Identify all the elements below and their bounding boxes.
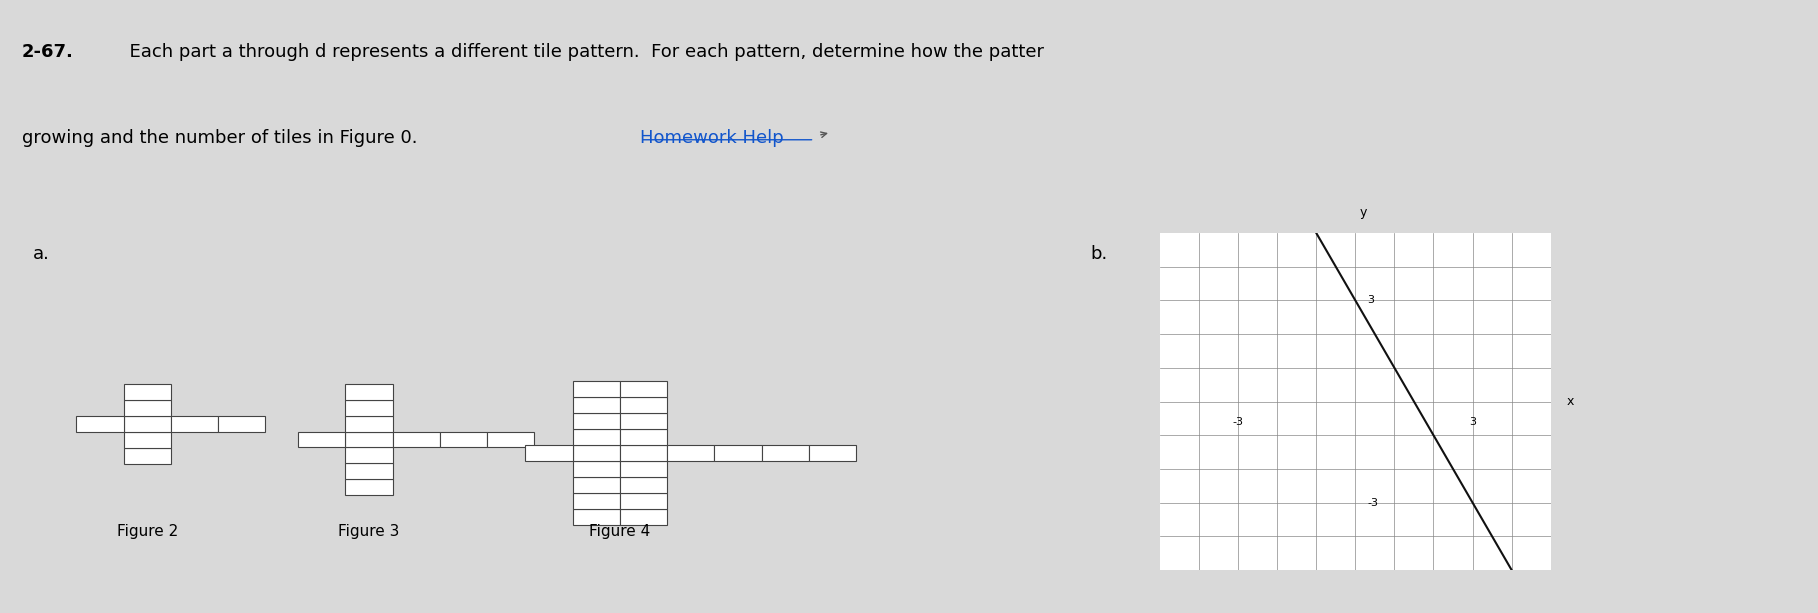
Bar: [620, 477, 667, 493]
Bar: [620, 397, 667, 413]
Bar: [620, 461, 667, 477]
Text: x: x: [1567, 395, 1574, 408]
Bar: [345, 384, 393, 400]
Bar: [345, 432, 393, 447]
Bar: [573, 445, 620, 461]
Bar: [345, 400, 393, 416]
Bar: [667, 445, 714, 461]
Text: a.: a.: [33, 245, 49, 263]
Bar: [620, 429, 667, 445]
Bar: [573, 397, 620, 413]
Bar: [525, 445, 573, 461]
Bar: [124, 416, 171, 432]
Bar: [124, 448, 171, 464]
Bar: [573, 429, 620, 445]
Bar: [171, 416, 218, 432]
Bar: [298, 432, 345, 447]
Text: 3: 3: [1367, 295, 1374, 305]
Bar: [345, 447, 393, 463]
Text: Figure 4: Figure 4: [589, 524, 651, 539]
Bar: [393, 432, 440, 447]
Bar: [345, 416, 393, 432]
Bar: [218, 416, 265, 432]
Text: Figure 3: Figure 3: [338, 524, 400, 539]
Bar: [440, 432, 487, 447]
Bar: [620, 509, 667, 525]
Bar: [124, 432, 171, 448]
Bar: [573, 461, 620, 477]
Bar: [620, 445, 667, 461]
Bar: [573, 509, 620, 525]
Text: 2-67.: 2-67.: [22, 43, 75, 61]
Bar: [573, 381, 620, 397]
Bar: [345, 463, 393, 479]
Text: b.: b.: [1091, 245, 1107, 263]
Bar: [809, 445, 856, 461]
Text: growing and the number of tiles in Figure 0.: growing and the number of tiles in Figur…: [22, 129, 429, 147]
Bar: [573, 493, 620, 509]
Bar: [124, 384, 171, 400]
Text: -3: -3: [1367, 498, 1378, 508]
Text: Each part a through d represents a different tile pattern.  For each pattern, de: Each part a through d represents a diffe…: [118, 43, 1044, 61]
Text: 3: 3: [1469, 417, 1476, 427]
Bar: [573, 413, 620, 429]
Text: Figure 2: Figure 2: [116, 524, 178, 539]
Bar: [345, 479, 393, 495]
Text: Homework Help: Homework Help: [640, 129, 784, 147]
Bar: [487, 432, 534, 447]
Bar: [573, 477, 620, 493]
Bar: [620, 413, 667, 429]
Bar: [620, 493, 667, 509]
Bar: [620, 381, 667, 397]
Text: -3: -3: [1233, 417, 1244, 427]
Bar: [762, 445, 809, 461]
Bar: [76, 416, 124, 432]
Text: y: y: [1360, 207, 1367, 219]
Bar: [714, 445, 762, 461]
Bar: [124, 400, 171, 416]
